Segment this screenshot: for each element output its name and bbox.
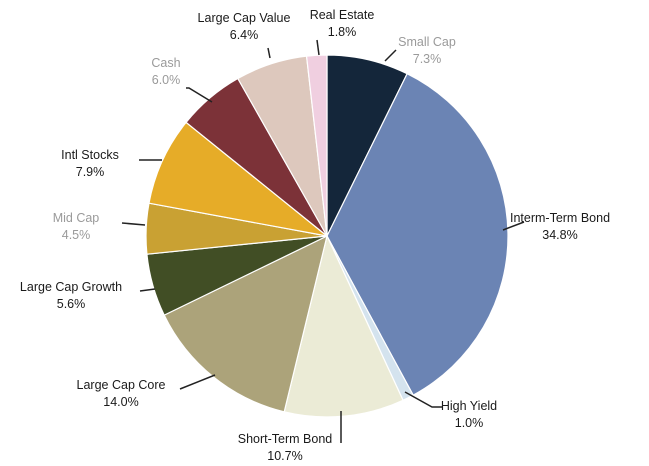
leader-line-mid-cap xyxy=(121,222,146,226)
slice-value-interm-term-bond: 34.8% xyxy=(542,228,577,242)
slice-label-small-cap: Small Cap xyxy=(398,35,456,49)
slice-value-cash: 6.0% xyxy=(152,73,181,87)
slice-value-large-cap-core: 14.0% xyxy=(103,395,138,409)
pie-slice-real-estate xyxy=(305,54,328,237)
pie-slice-interm-term-bond xyxy=(326,72,509,396)
leader-line-cash xyxy=(186,87,213,103)
slice-label-cash: Cash xyxy=(151,56,180,70)
slice-label-real-estate: Real Estate xyxy=(310,8,375,22)
slice-value-large-cap-growth: 5.6% xyxy=(57,297,86,311)
slice-label-mid-cap: Mid Cap xyxy=(53,211,100,225)
slice-value-intl-stocks: 7.9% xyxy=(76,165,105,179)
leader-line-large-cap-growth xyxy=(139,288,156,292)
pie-slice-intl-stocks xyxy=(148,121,328,237)
slice-value-mid-cap: 4.5% xyxy=(62,228,91,242)
slice-value-high-yield: 1.0% xyxy=(455,416,484,430)
slice-value-real-estate: 1.8% xyxy=(328,25,357,39)
leader-line-real-estate xyxy=(316,39,320,56)
slice-value-large-cap-value: 6.4% xyxy=(230,28,259,42)
slice-value-short-term-bond: 10.7% xyxy=(267,449,302,463)
slice-value-small-cap: 7.3% xyxy=(413,52,442,66)
leader-line-interm-term-bond xyxy=(502,221,525,231)
leader-line-large-cap-value xyxy=(267,47,271,59)
slice-label-interm-term-bond: Interm-Term Bond xyxy=(510,211,610,225)
leader-line-large-cap-core xyxy=(179,374,216,390)
slice-label-short-term-bond: Short-Term Bond xyxy=(238,432,333,446)
slice-label-intl-stocks: Intl Stocks xyxy=(61,148,119,162)
slice-label-high-yield: High Yield xyxy=(441,399,497,413)
pie-slice-short-term-bond xyxy=(283,234,404,418)
slice-label-large-cap-core: Large Cap Core xyxy=(77,378,166,392)
pie-slice-large-cap-core xyxy=(163,234,328,413)
leader-line-small-cap xyxy=(384,49,397,62)
slice-label-large-cap-value: Large Cap Value xyxy=(198,11,291,25)
leader-line-high-yield xyxy=(404,391,442,408)
slice-label-large-cap-growth: Large Cap Growth xyxy=(20,280,122,294)
